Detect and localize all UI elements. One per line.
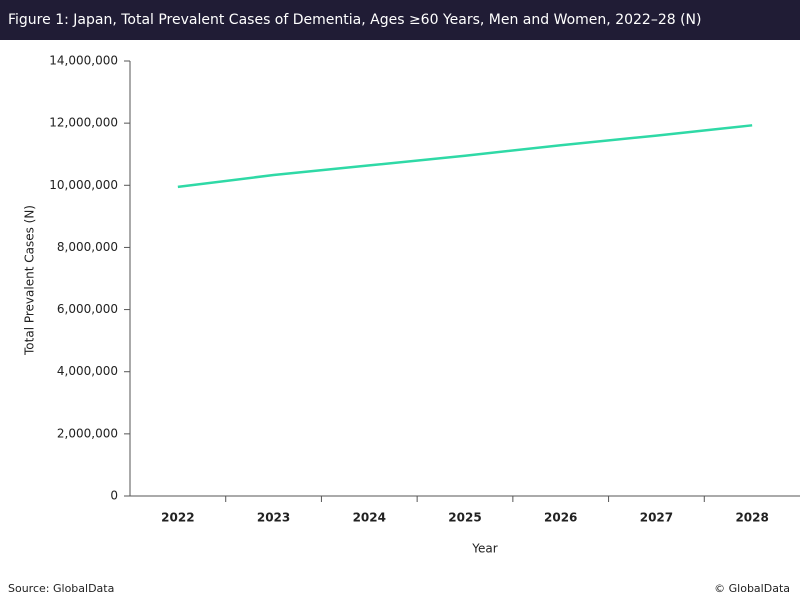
y-tick-label: 4,000,000 [57,364,118,378]
x-axis-title: Year [471,542,497,556]
y-tick-label: 14,000,000 [49,54,118,68]
x-tick-label: 2023 [257,511,290,525]
y-tick-label: 0 [110,489,118,503]
chart-title: Figure 1: Japan, Total Prevalent Cases o… [8,12,702,28]
x-tick-label: 2025 [448,511,481,525]
x-tick-label: 2022 [161,511,194,525]
source: Source: GlobalData [8,582,114,595]
y-tick-label: 8,000,000 [57,240,118,254]
line [177,124,753,189]
y-tick-label: 10,000,000 [49,178,118,192]
title-bar [0,0,800,40]
y-tick-label: 12,000,000 [49,116,118,130]
x-tick-label: 2024 [353,511,386,525]
y-axis-title: Total Prevalent Cases (N) [23,205,37,356]
copyright: © GlobalData [714,582,790,595]
y-tick-label: 6,000,000 [57,302,118,316]
x-tick-label: 2027 [640,511,673,525]
x-tick-label: 2026 [544,511,577,525]
y-tick-label: 2,000,000 [57,426,118,440]
x-tick-label: 2028 [735,511,768,525]
